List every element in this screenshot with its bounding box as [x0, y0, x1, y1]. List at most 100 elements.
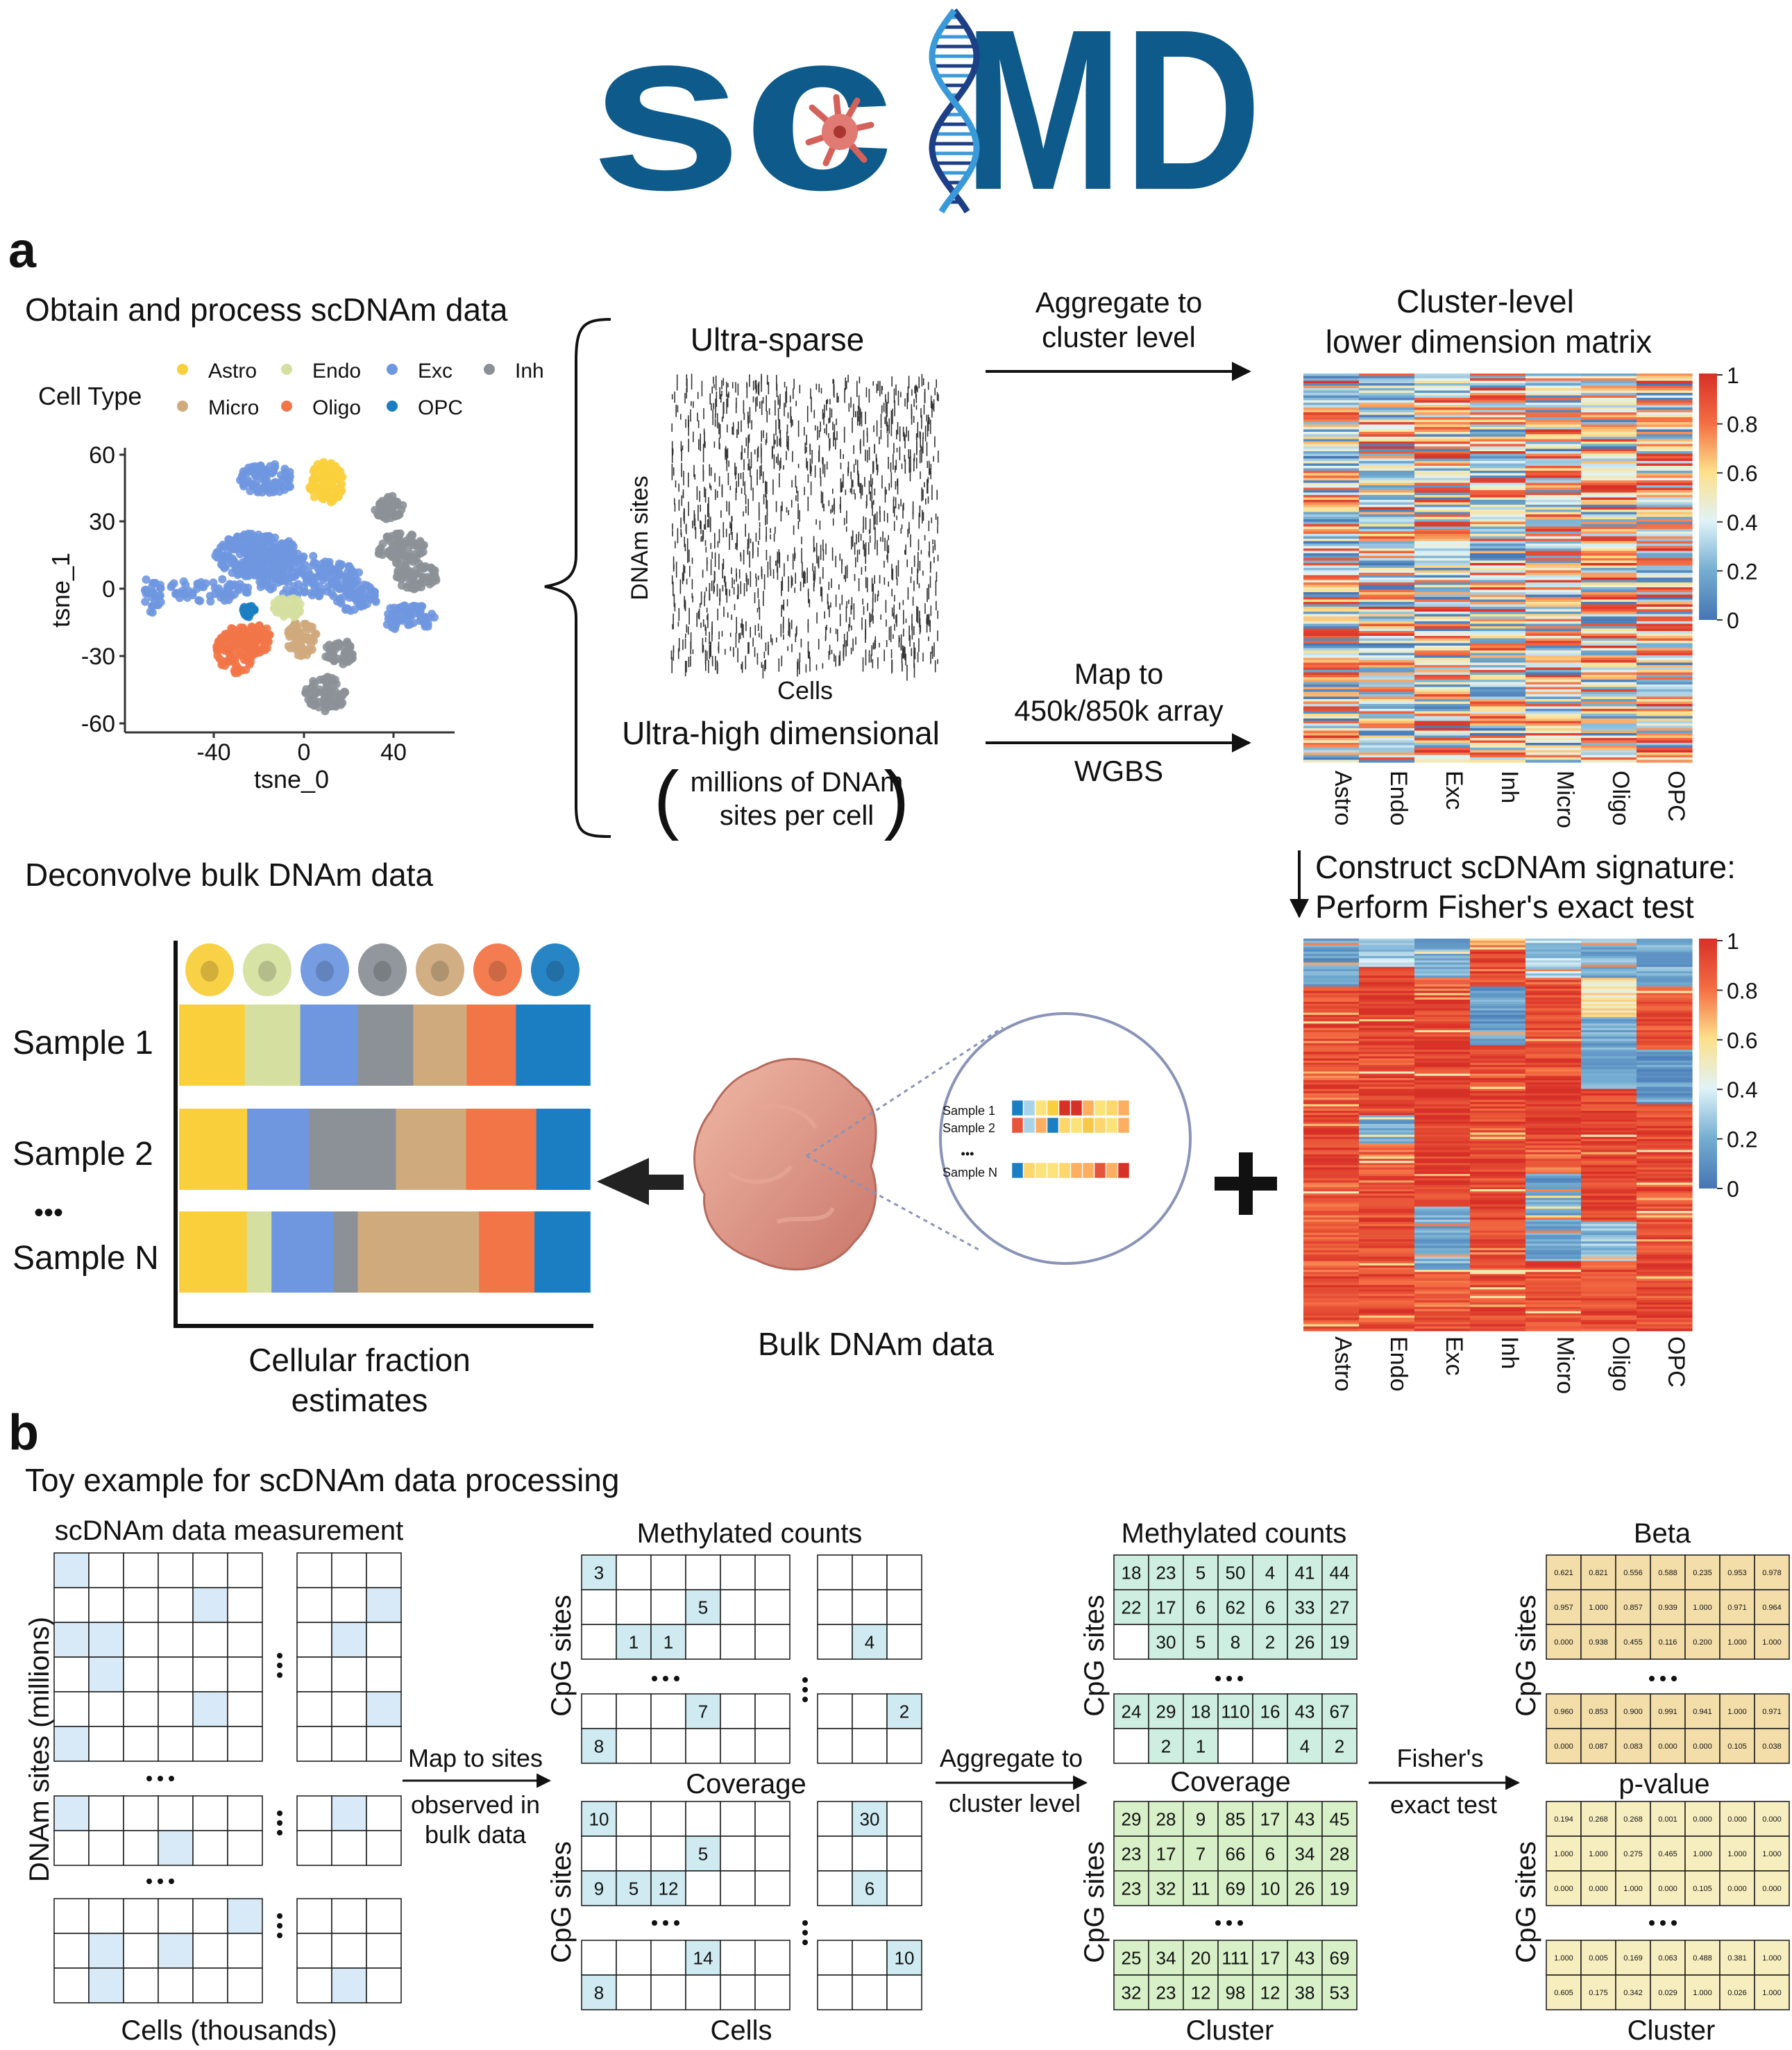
tsne-ytick: -60: [81, 711, 115, 737]
grid-cell: [53, 1726, 90, 1762]
map-arrow: Map to 450k/850k array WGBS: [986, 657, 1251, 787]
grid-cell: [1719, 1554, 1755, 1590]
cpg-sites-label: CpG sites: [546, 1595, 577, 1717]
cluster-label-1: Cluster: [1186, 2015, 1274, 2046]
grid-value: 0.000: [1554, 1638, 1573, 1647]
fraction-segment-inh: [333, 1211, 359, 1293]
grid-value: 1.000: [1693, 1989, 1712, 1997]
grid-cell: [1321, 1801, 1358, 1837]
grid-cell: [852, 1870, 888, 1906]
grid-cell: [581, 1835, 617, 1872]
signature-heatmap: Astro Endo Exc Inh Micro Oligo OPC 1 0.8 0.6 0.4 0…: [1303, 929, 1757, 1394]
grid-value: 53: [1330, 1982, 1350, 2003]
colorbar-tick: 0.2: [1727, 559, 1757, 584]
grid-cell: [158, 1552, 194, 1588]
grid-value: 18: [1122, 1562, 1142, 1583]
grid-cell: [685, 1870, 721, 1906]
colorbar-tick: 0.6: [1727, 461, 1757, 486]
grid-cell: [123, 1967, 159, 2003]
grid-value: 45: [1330, 1808, 1350, 1829]
grid-value: 33: [1295, 1597, 1315, 1618]
grid-cell: [227, 1795, 263, 1831]
grid-value: 0.000: [1554, 1885, 1573, 1893]
grid-cell: [192, 1726, 228, 1762]
tsne-xtick: 0: [298, 739, 311, 766]
grid-cell: [1252, 1870, 1288, 1906]
grid-cell: [1580, 1870, 1616, 1906]
grid-cell: [123, 1587, 159, 1623]
fraction-segment-inh: [309, 1109, 397, 1190]
grid-value: 1.000: [1762, 1638, 1782, 1647]
grid-cell: [1321, 1974, 1358, 2010]
svg-text:450k/850k array: 450k/850k array: [1014, 694, 1223, 727]
cell-icon-opc: [531, 943, 580, 996]
panel-b-title: Toy example for scDNAm data processing: [25, 1462, 619, 1498]
cpg-sites-label: CpG sites: [1511, 1595, 1541, 1717]
grid-value: 0.116: [1659, 1638, 1677, 1647]
grid-cell: [123, 1656, 159, 1692]
grid-cell: [1217, 1801, 1253, 1837]
grid-cell: [88, 1587, 124, 1623]
coverage-title-2: Coverage: [1170, 1767, 1290, 1797]
grid-value: 0.063: [1658, 1954, 1677, 1963]
grid-cell: [1684, 1589, 1721, 1625]
cell-icon-exc: [301, 943, 349, 996]
grid-cell: [685, 1693, 721, 1729]
grid-cell: [296, 1898, 332, 1934]
grid-cell: [192, 1622, 228, 1658]
grid-cell: [331, 1622, 367, 1658]
grid-cell: [1684, 1693, 1721, 1729]
grid-cell: [88, 1830, 124, 1866]
grid-cell: [720, 1693, 756, 1729]
grid-value: 0.000: [1658, 1885, 1677, 1893]
grid-cell: [1754, 1870, 1790, 1906]
aggregate-arrow: Aggregate to cluster level: [986, 286, 1251, 381]
grid-value: 0.621: [1554, 1569, 1573, 1577]
grid-cell: [720, 1801, 756, 1837]
fraction-segment-oligo: [479, 1211, 535, 1293]
grid-cell: [192, 1691, 228, 1727]
grid-cell: [581, 1589, 617, 1625]
grid-value: 44: [1330, 1562, 1350, 1583]
grid-value: 0.971: [1762, 1708, 1782, 1716]
grid-value: 0.978: [1762, 1569, 1782, 1577]
grid-cell: [817, 1554, 853, 1590]
grid-cell: [817, 1974, 853, 2010]
heatmap-col-exc: Exc: [1441, 771, 1467, 810]
grid-cell: [650, 1554, 686, 1590]
fraction-segment-exc: [271, 1211, 334, 1293]
grid-cell: [817, 1835, 853, 1872]
grid-value: 0.105: [1693, 1885, 1712, 1893]
grid-value: 0.991: [1658, 1708, 1677, 1716]
measurement-title: scDNAm data measurement: [55, 1515, 403, 1546]
grid-value: 0.964: [1762, 1604, 1782, 1612]
grid-value: 0.001: [1658, 1815, 1677, 1824]
grid-cell: [296, 1933, 332, 1969]
grid-cell: [158, 1587, 194, 1623]
grid-cell: [817, 1693, 853, 1729]
fraction-segment-opc: [516, 1005, 591, 1086]
measurement-grids: [53, 1552, 402, 2003]
grid-cell: [754, 1940, 791, 1976]
sample-label-2: Sample 2: [12, 1136, 153, 1173]
grid-cell: [296, 1726, 332, 1762]
legend-swatch-endo: [281, 364, 292, 375]
grid-value: 17: [1260, 1808, 1280, 1829]
tsne-legend: Astro Endo Exc Inh Micro Oligo OPC: [177, 360, 544, 419]
grid-cell: [685, 1974, 721, 2010]
grid-value: 6: [1265, 1843, 1275, 1864]
sample-dots: •••: [34, 1198, 63, 1228]
grid-value: 0.038: [1762, 1742, 1782, 1751]
grid-cell: [817, 1940, 853, 1976]
grid-value: 1.000: [1762, 1989, 1782, 1997]
grid-value: 1.000: [1727, 1850, 1747, 1858]
grid-cell: [227, 1933, 263, 1969]
grid-value: 1.000: [1762, 1954, 1782, 1963]
fraction-segment-inh: [357, 1005, 414, 1086]
grid-value: 23: [1156, 1982, 1176, 2003]
grid-value: 0.235: [1693, 1569, 1712, 1577]
grid-cell: [1113, 1728, 1149, 1764]
grid-cell: [1684, 1870, 1721, 1906]
tsne-xlabel: tsne_0: [254, 765, 329, 793]
